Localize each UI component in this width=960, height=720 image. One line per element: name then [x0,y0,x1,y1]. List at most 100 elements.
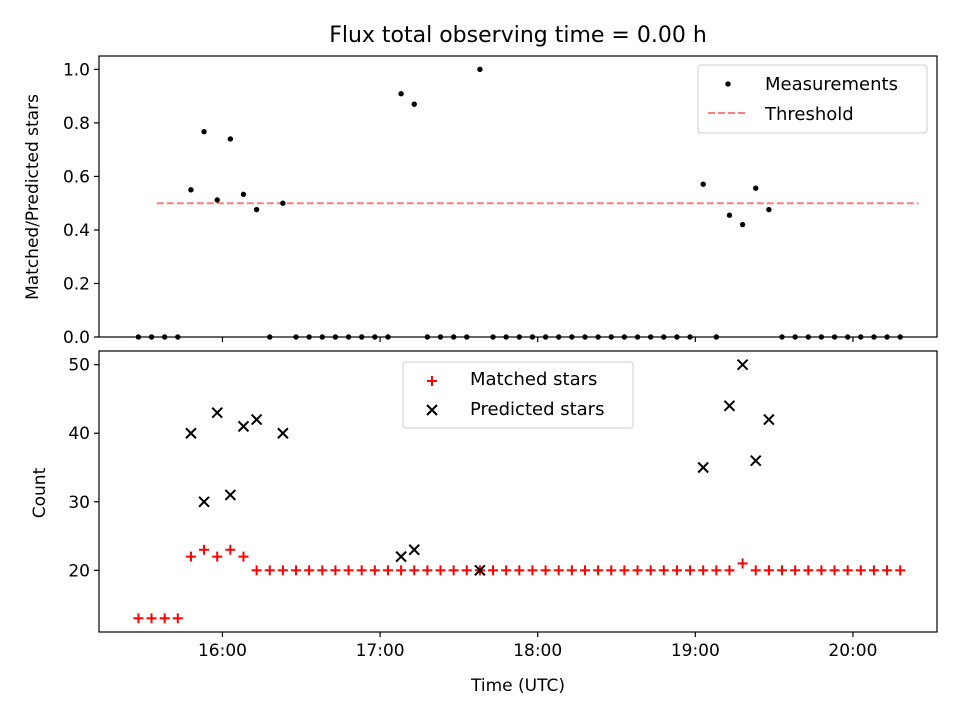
measurement-point [188,187,194,193]
matched-stars-point [172,613,183,624]
matched-stars-point [750,565,761,576]
matched-stars-point [606,565,617,576]
top-y-tick-label: 1.0 [63,60,90,80]
bottom-panel-marks [133,359,906,624]
matched-stars-point [225,544,236,555]
predicted-stars-point [750,454,762,467]
matched-stars-point [277,565,288,576]
matched-stars-point [369,565,380,576]
matched-stars-point [882,565,893,576]
matched-stars-point [291,565,302,576]
predicted-stars-point [185,427,197,439]
matched-stars-point [593,565,604,576]
legend-predicted-marker [426,404,438,416]
matched-stars-point [842,565,853,576]
matched-stars-point [199,544,210,555]
matched-stars-point [317,565,328,576]
measurement-point [227,136,234,142]
top-legend: Measurements Threshold [697,64,928,134]
bottom-y-tick-label: 40 [68,424,90,444]
bottom-panel: Count Time (UTC) 20 30 40 50 16:00 17:00 18:00… [30,350,938,696]
matched-stars-point [159,613,170,624]
matched-stars-point [448,565,459,576]
bottom-x-tick-label: 19:00 [671,641,720,661]
measurement-point [477,66,483,73]
predicted-stars-point [224,489,237,501]
predicted-stars-point [211,406,223,419]
top-panel-ticks: 0.0 0.2 0.4 0.6 0.8 1.0 [63,60,854,348]
matched-stars-point [461,565,472,576]
bottom-legend: Matched stars Predicted stars [402,361,634,429]
matched-stars-point [212,551,223,562]
legend-matched-label: Matched stars [470,369,597,390]
legend-measurements-label: Measurements [765,74,898,95]
predicted-stars-point [697,461,709,474]
predicted-stars-point [723,400,736,412]
legend-predicted-label: Predicted stars [470,399,604,420]
matched-stars-point [645,565,656,576]
matched-stars-point [619,565,630,576]
matched-stars-point [356,565,367,576]
matched-stars-point [868,565,879,576]
matched-stars-point [829,565,840,576]
matched-stars-point [777,565,788,576]
bottom-x-tick-label: 18:00 [513,641,562,661]
legend-measurements-marker [725,81,731,87]
matched-stars-point [133,613,144,624]
top-panel-title: Flux total observing time = 0.00 h [329,23,707,48]
measurement-point [240,191,247,198]
top-y-tick-label: 0.4 [63,221,90,241]
matched-stars-point [895,565,906,576]
matched-stars-point [409,565,420,576]
legend-matched-marker [427,376,437,386]
bottom-x-tick-label: 17:00 [356,641,405,661]
matched-stars-point [540,565,551,576]
matched-stars-point [488,565,499,576]
matched-stars-point [658,565,669,576]
top-y-tick-label: 0.6 [63,167,90,187]
measurement-point [700,181,706,187]
predicted-stars-point [763,413,775,426]
measurement-point [201,129,207,135]
bottom-panel-x-axis-label: Time (UTC) [470,676,565,696]
top-panel: Flux total observing time = 0.00 h Match… [23,23,938,348]
matched-stars-point [685,565,696,576]
matched-stars-point [264,565,275,576]
matched-stars-point [632,565,643,576]
predicted-stars-point [395,550,407,563]
predicted-stars-point [250,413,263,426]
predicted-stars-point [736,359,749,371]
top-y-tick-label: 0.8 [63,114,90,134]
bottom-y-tick-label: 30 [68,493,90,513]
matched-stars-point [396,565,407,576]
measurement-point [280,200,286,206]
matched-stars-point [304,565,315,576]
measurement-point [726,212,733,218]
measurement-point [753,185,759,191]
predicted-stars-point [198,496,210,508]
measurement-point [398,91,404,97]
bottom-x-tick-label: 16:00 [198,641,247,661]
predicted-stars-point [408,544,420,556]
matched-stars-point [816,565,827,576]
matched-stars-point [330,565,341,576]
measurement-point [214,197,220,203]
matched-stars-point [553,565,564,576]
matched-stars-point [501,565,512,576]
matched-stars-point [146,613,157,624]
matched-stars-point [803,565,814,576]
measurement-point [766,206,772,213]
measurement-point [253,206,260,213]
matched-stars-point [711,565,722,576]
measurement-point [411,101,417,107]
matched-stars-point [671,565,682,576]
legend-matched-plus [427,376,437,386]
matched-stars-point [790,565,801,576]
matched-stars-point [185,551,196,562]
top-panel-frame [98,55,938,338]
bottom-panel-frame [98,350,938,633]
bottom-y-tick-label: 50 [68,356,90,376]
top-y-tick-label: 0.2 [63,274,90,294]
predicted-stars-point [237,420,250,433]
